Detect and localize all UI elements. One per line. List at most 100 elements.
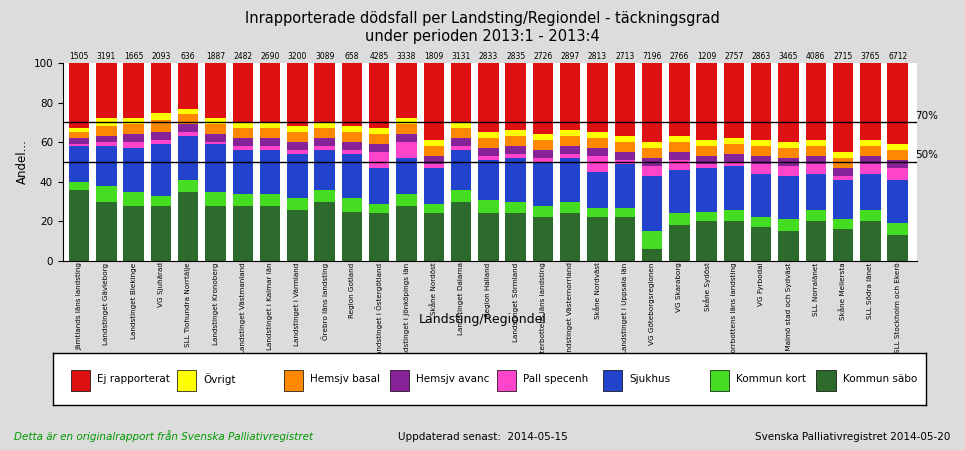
Bar (124, 134, 144, 142)
Text: 3191: 3191 (96, 52, 116, 61)
Bar (533, 150, 553, 158)
Text: 2715: 2715 (834, 52, 853, 61)
Bar (588, 63, 608, 132)
Bar (478, 148, 499, 156)
Text: 7196: 7196 (643, 52, 662, 61)
Bar (288, 142, 308, 150)
Bar (260, 206, 280, 261)
Bar (96, 146, 117, 186)
Bar (178, 132, 199, 136)
Bar (506, 213, 526, 261)
Text: 2093: 2093 (152, 52, 171, 61)
Bar (124, 148, 144, 192)
Bar (642, 142, 662, 148)
Bar (615, 164, 635, 207)
Bar (806, 210, 826, 221)
Text: Landsting/Regiondel: Landsting/Regiondel (419, 313, 546, 326)
Bar (451, 138, 471, 146)
Bar (697, 63, 717, 140)
Text: 1209: 1209 (697, 52, 716, 61)
Bar (860, 146, 881, 156)
Text: 3338: 3338 (397, 52, 416, 61)
Bar (206, 142, 226, 144)
Bar (424, 213, 444, 261)
Text: 2813: 2813 (588, 52, 607, 61)
Bar (451, 146, 471, 150)
Bar (697, 156, 717, 164)
Bar (860, 140, 881, 146)
Bar (615, 217, 635, 261)
Bar (206, 124, 226, 134)
Bar (779, 63, 799, 142)
Bar (397, 63, 417, 118)
Bar (560, 213, 581, 261)
Bar (233, 128, 253, 138)
Bar (451, 150, 471, 190)
Bar (860, 221, 881, 261)
Bar (178, 108, 199, 114)
Bar (615, 63, 635, 136)
Bar (533, 206, 553, 217)
Text: 3200: 3200 (288, 52, 307, 61)
Bar (315, 190, 335, 202)
Bar (806, 221, 826, 261)
Bar (588, 207, 608, 217)
Bar (260, 138, 280, 146)
Bar (233, 146, 253, 150)
Bar (697, 168, 717, 212)
Bar (806, 156, 826, 164)
Bar (833, 220, 853, 230)
Bar (888, 150, 908, 160)
Bar (151, 206, 171, 261)
Bar (779, 176, 799, 220)
Bar (233, 194, 253, 206)
Bar (506, 130, 526, 136)
Text: Hemsjv avanc: Hemsjv avanc (416, 374, 490, 384)
Bar (342, 142, 362, 150)
Bar (888, 180, 908, 223)
Bar (178, 114, 199, 124)
Bar (284, 370, 303, 391)
Bar (206, 206, 226, 261)
Bar (397, 134, 417, 142)
Bar (669, 225, 690, 261)
Text: 3465: 3465 (779, 52, 798, 61)
Bar (603, 370, 622, 391)
Bar (69, 144, 90, 146)
Bar (288, 198, 308, 210)
Text: 2835: 2835 (506, 52, 525, 61)
Bar (669, 63, 690, 136)
Bar (206, 192, 226, 206)
Bar (860, 210, 881, 221)
Bar (779, 148, 799, 158)
Text: 70%: 70% (916, 111, 938, 121)
Bar (342, 132, 362, 142)
Bar (642, 249, 662, 261)
Bar (206, 134, 226, 142)
Bar (806, 63, 826, 140)
Bar (560, 130, 581, 136)
Bar (806, 174, 826, 210)
Bar (69, 146, 90, 182)
Bar (124, 124, 144, 134)
Bar (424, 203, 444, 213)
Bar (451, 63, 471, 122)
Bar (724, 221, 744, 261)
Bar (151, 112, 171, 121)
Bar (206, 118, 226, 124)
Text: Kommun säbo: Kommun säbo (842, 374, 917, 384)
Bar (497, 370, 516, 391)
Bar (260, 146, 280, 150)
Bar (397, 142, 417, 158)
Text: 4285: 4285 (370, 52, 389, 61)
Bar (478, 63, 499, 132)
Bar (669, 170, 690, 213)
Bar (642, 166, 662, 176)
Bar (151, 196, 171, 206)
Bar (724, 210, 744, 221)
Bar (178, 192, 199, 261)
Bar (178, 370, 196, 391)
Bar (260, 150, 280, 194)
Bar (233, 63, 253, 122)
Bar (588, 138, 608, 148)
